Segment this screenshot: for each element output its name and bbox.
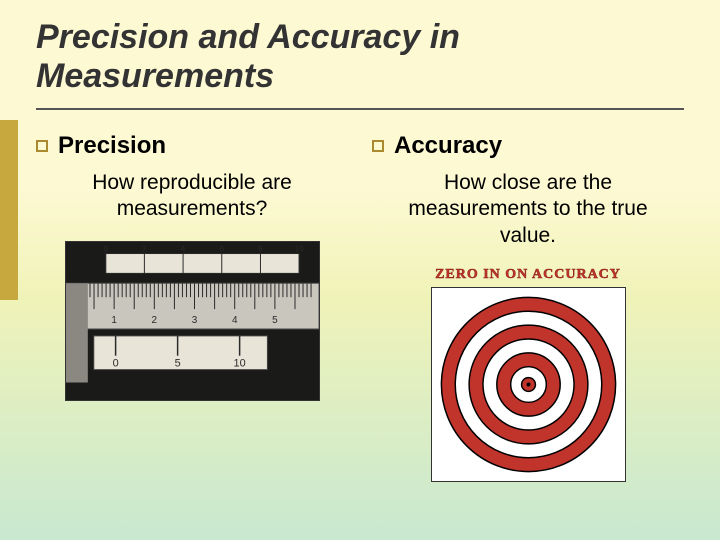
svg-text:0: 0 xyxy=(103,244,108,253)
column-accuracy: Accuracy How close are the measurements … xyxy=(372,132,684,482)
svg-text:5: 5 xyxy=(272,315,278,326)
bullet-icon xyxy=(372,140,384,152)
svg-text:5: 5 xyxy=(174,357,180,369)
sidebar-accent xyxy=(0,120,18,300)
svg-text:4: 4 xyxy=(180,244,185,253)
svg-text:6: 6 xyxy=(219,244,224,253)
accuracy-image-wrap: ZERO IN ON ACCURACY xyxy=(431,267,626,482)
svg-text:2: 2 xyxy=(142,244,146,253)
svg-text:0: 0 xyxy=(112,357,118,369)
accuracy-body: How close are the measurements to the tr… xyxy=(384,170,672,249)
precision-heading: Precision xyxy=(58,132,166,160)
svg-text:8: 8 xyxy=(258,244,263,253)
heading-row-right: Accuracy xyxy=(372,132,502,160)
svg-text:10: 10 xyxy=(294,244,303,253)
svg-text:10: 10 xyxy=(233,357,245,369)
heading-row-left: Precision xyxy=(36,132,166,160)
accuracy-heading: Accuracy xyxy=(394,132,502,160)
precision-image: 02468100123450510 xyxy=(65,241,320,401)
title-rule xyxy=(36,108,684,110)
slide-title: Precision and Accuracy in Measurements xyxy=(0,0,720,104)
svg-text:1: 1 xyxy=(111,315,117,326)
column-precision: Precision How reproducible are measureme… xyxy=(36,132,348,482)
bullet-icon xyxy=(36,140,48,152)
accuracy-image xyxy=(431,287,626,482)
columns: Precision How reproducible are measureme… xyxy=(0,132,720,482)
svg-text:2: 2 xyxy=(151,315,157,326)
svg-text:3: 3 xyxy=(191,315,197,326)
precision-body: How reproducible are measurements? xyxy=(48,170,336,223)
svg-text:4: 4 xyxy=(231,315,237,326)
target-arc-text: ZERO IN ON ACCURACY xyxy=(435,267,621,283)
